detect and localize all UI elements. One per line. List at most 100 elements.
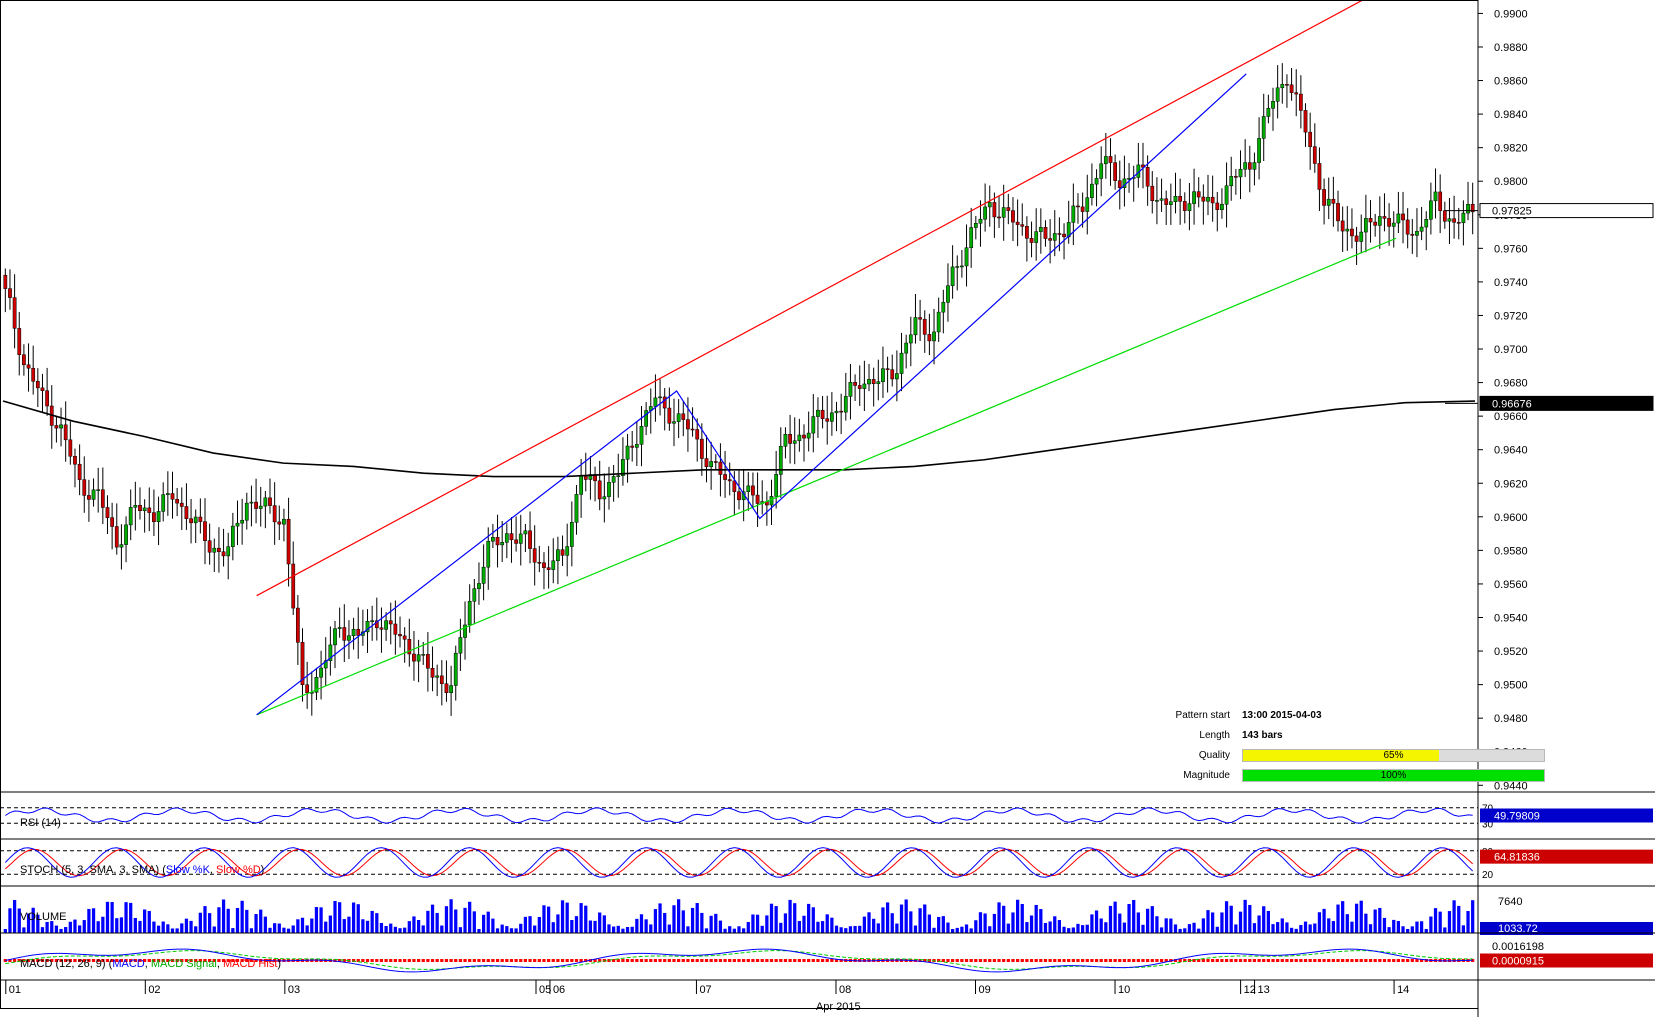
- current-price-tag-box: [1479, 203, 1654, 219]
- volume-bar: [1378, 907, 1382, 933]
- volume-bar: [1401, 926, 1405, 933]
- candle: [1340, 206, 1345, 252]
- volume-bar: [398, 928, 402, 933]
- macd-hist-bar: [639, 959, 644, 962]
- macd-hist-bar: [546, 959, 551, 962]
- macd-hist-bar: [133, 959, 137, 962]
- candle-body: [1280, 84, 1285, 89]
- macd-hist-bar: [393, 959, 398, 962]
- volume-bar: [115, 918, 119, 933]
- candle-body: [927, 334, 932, 342]
- candle-body: [1220, 203, 1224, 210]
- candle-body: [156, 511, 161, 523]
- macd-hist-bar: [644, 959, 648, 962]
- candle-body: [1429, 200, 1433, 220]
- macd-hist-bar: [1122, 959, 1127, 962]
- candle-body: [523, 530, 528, 535]
- macd-hist-bar: [1299, 959, 1303, 962]
- volume-bar: [1090, 914, 1094, 933]
- macd-hist-bar: [129, 959, 133, 962]
- quality-bar: 65%: [1242, 749, 1545, 762]
- candle-body: [412, 653, 416, 662]
- macd-hist-bar: [73, 959, 77, 962]
- macd-hist-bar: [143, 959, 147, 962]
- macd-hist-bar: [1308, 959, 1312, 962]
- macd-hist-bar: [1396, 959, 1401, 962]
- volume-bar: [463, 907, 467, 933]
- candle-body: [946, 285, 950, 303]
- macd-hist-bar: [87, 959, 91, 962]
- candle-body: [365, 620, 370, 633]
- pattern-magnitude-label: Magnitude: [1183, 770, 1230, 781]
- macd-hist-bar: [59, 959, 63, 962]
- volume-bar: [584, 905, 588, 933]
- candle: [862, 360, 867, 412]
- candle: [523, 523, 528, 553]
- candle-body: [1456, 222, 1461, 224]
- candle-body: [556, 549, 560, 562]
- macd-hist-bar: [449, 959, 453, 962]
- price-chart-area: [2, 0, 1476, 716]
- macd-hist-bar: [774, 959, 778, 962]
- macd-hist-bar: [31, 959, 35, 962]
- volume-bar: [231, 928, 235, 933]
- volume-bar: [1169, 918, 1173, 933]
- macd-hist-bar: [1243, 959, 1247, 962]
- candle-body: [189, 518, 193, 524]
- volume-bar: [1392, 919, 1396, 933]
- volume-bar: [570, 920, 574, 933]
- macd-hist-bar: [579, 959, 583, 962]
- candle: [272, 482, 277, 545]
- candle: [644, 402, 649, 436]
- macd-hist-bar: [551, 959, 555, 962]
- candle: [653, 374, 658, 422]
- candle-body: [1155, 200, 1159, 202]
- volume-bar: [421, 925, 425, 933]
- macd-hist-bar: [751, 959, 755, 962]
- moving-average-line: [2, 400, 1476, 478]
- volume-bar: [91, 908, 96, 933]
- candle: [1364, 194, 1368, 253]
- volume-bar: [1141, 924, 1145, 933]
- candle: [1285, 74, 1289, 108]
- candle: [73, 448, 77, 488]
- volume-bar: [1113, 901, 1117, 933]
- candle-body: [1410, 233, 1415, 236]
- candle-body: [797, 434, 802, 441]
- macd-hist-bar: [1280, 959, 1284, 962]
- candle-body: [1080, 206, 1085, 212]
- volume-bar: [723, 928, 727, 933]
- volume-bar: [1076, 923, 1080, 933]
- macd-hist-bar: [426, 959, 430, 962]
- volume-bar: [45, 921, 49, 933]
- candle-body: [755, 494, 760, 504]
- macd-hist-bar: [1373, 959, 1377, 962]
- candle: [816, 397, 820, 438]
- candle: [147, 487, 152, 532]
- volume-bar: [639, 914, 644, 933]
- macd-hist-bar: [500, 959, 504, 962]
- stoch-value-box: [1480, 849, 1653, 864]
- volume-bar: [1294, 928, 1298, 933]
- candle: [435, 664, 440, 697]
- candle: [263, 491, 268, 529]
- candle: [1424, 211, 1429, 251]
- macd-hist-bar: [1289, 959, 1294, 962]
- volume-bar: [1452, 900, 1456, 933]
- volume-bar: [1429, 916, 1433, 933]
- candle: [778, 427, 783, 498]
- candle-body: [1461, 212, 1466, 223]
- candle-body: [964, 247, 969, 267]
- candle-body: [1271, 101, 1275, 109]
- candle-body: [662, 396, 667, 409]
- candle: [59, 407, 63, 447]
- candle: [788, 414, 792, 464]
- volume-bar: [407, 921, 411, 933]
- stoch-value-text: 64.81836: [1494, 852, 1540, 864]
- volume-bar: [937, 916, 941, 933]
- volume-bar: [686, 926, 690, 933]
- candle-body: [1048, 238, 1052, 241]
- macd-hist-bar: [245, 959, 249, 962]
